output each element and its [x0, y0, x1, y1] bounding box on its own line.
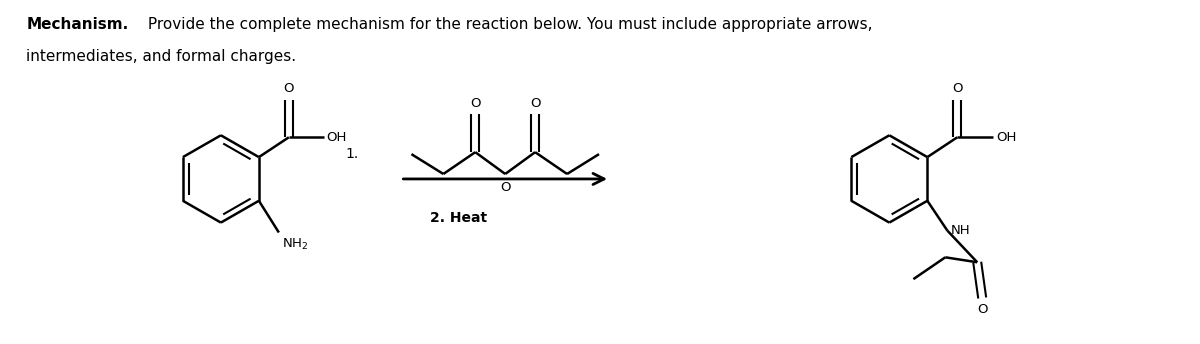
Text: OH: OH	[996, 131, 1016, 144]
Text: O: O	[977, 303, 988, 316]
Text: Mechanism.: Mechanism.	[26, 17, 128, 32]
Text: O: O	[470, 97, 480, 109]
Text: 2. Heat: 2. Heat	[431, 211, 487, 225]
Text: O: O	[530, 97, 540, 109]
Text: OH: OH	[326, 131, 347, 144]
Text: intermediates, and formal charges.: intermediates, and formal charges.	[26, 49, 296, 64]
Text: 1.: 1.	[346, 147, 359, 161]
Text: O: O	[500, 181, 510, 194]
Text: O: O	[283, 82, 294, 95]
Text: NH: NH	[950, 224, 970, 237]
Text: Provide the complete mechanism for the reaction below. You must include appropri: Provide the complete mechanism for the r…	[143, 17, 872, 32]
Text: O: O	[952, 82, 962, 95]
Text: NH$_2$: NH$_2$	[282, 236, 308, 251]
